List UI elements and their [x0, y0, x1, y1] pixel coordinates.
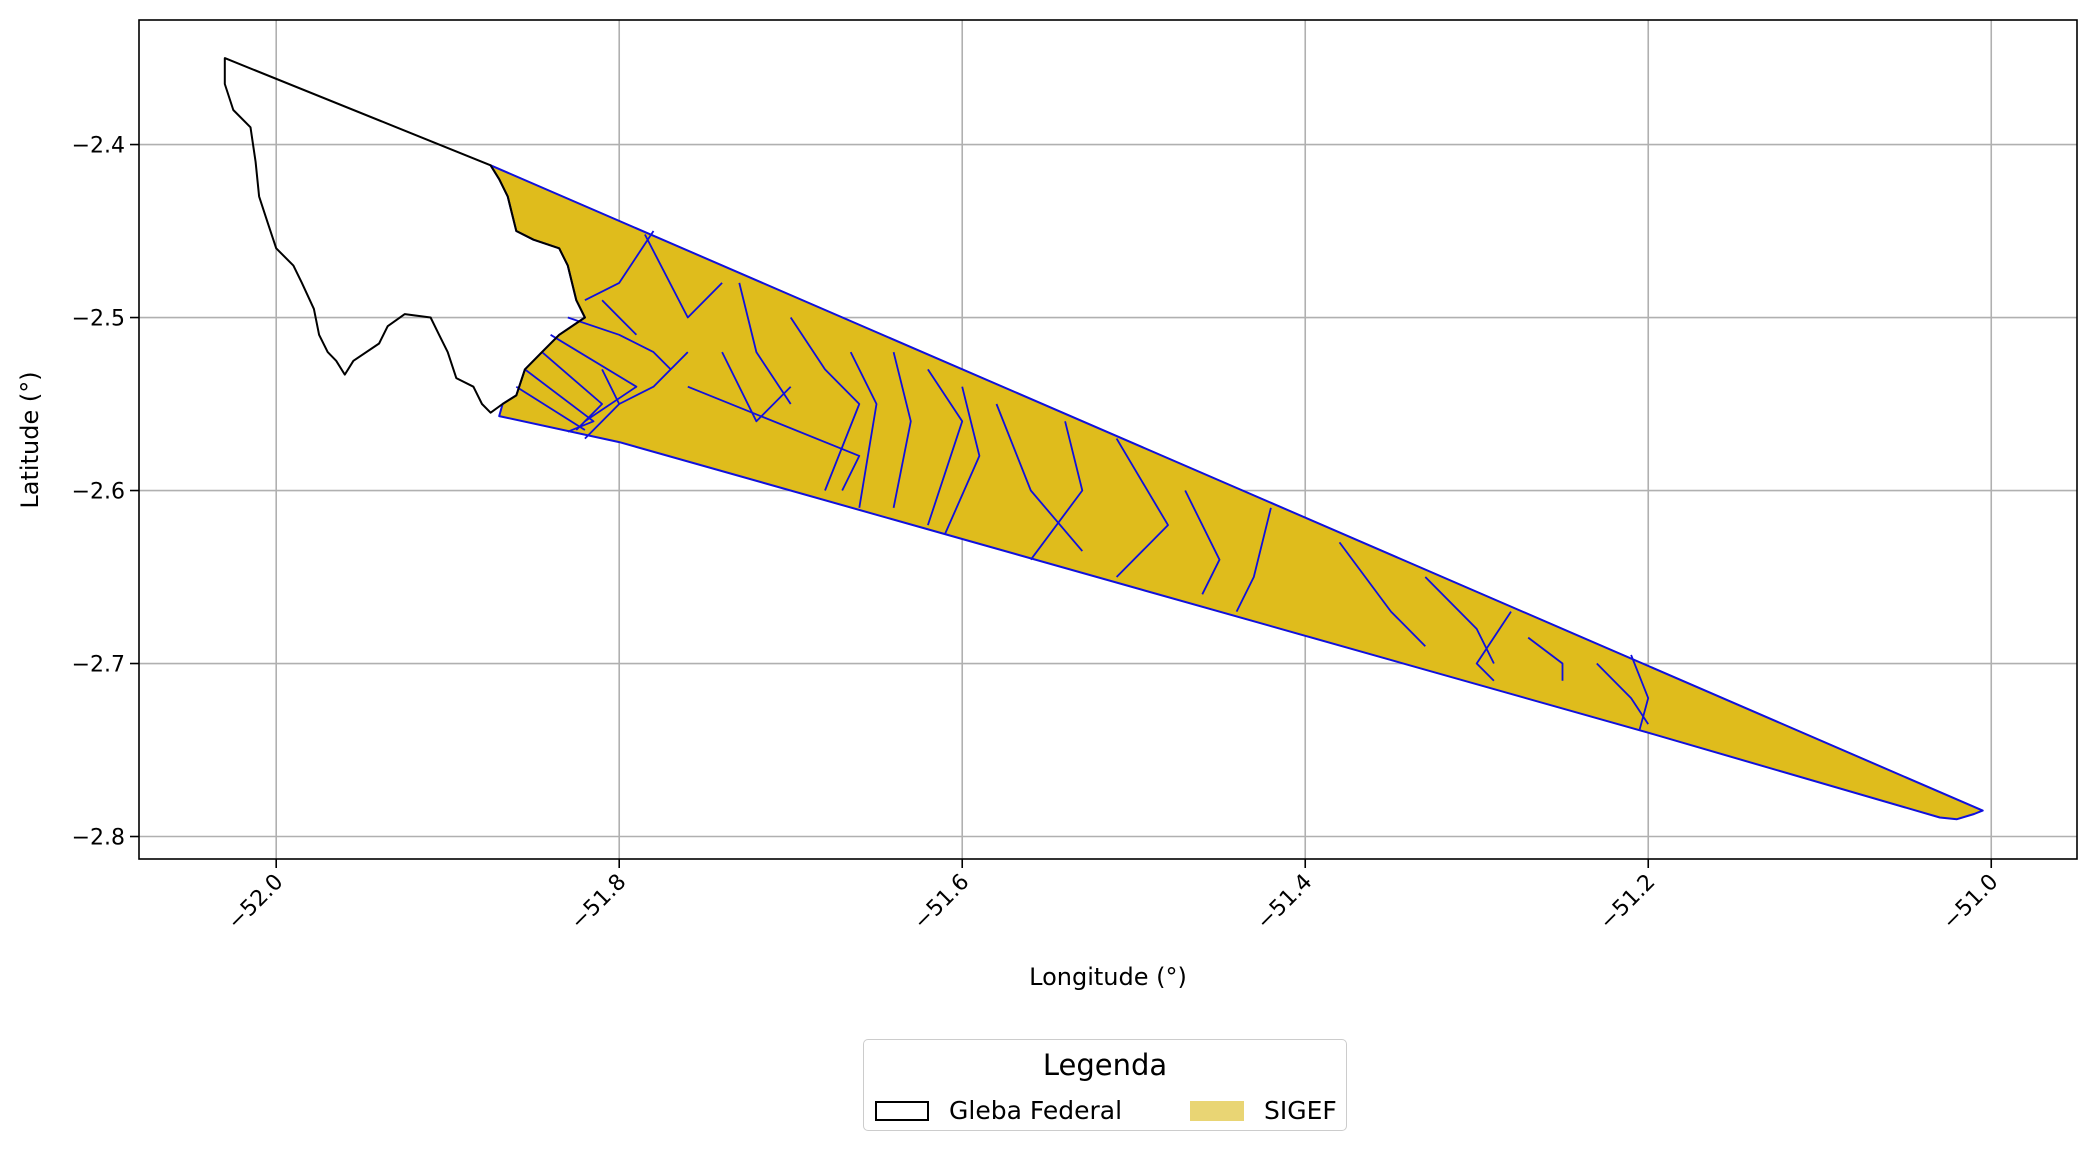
gleba-federal-layer	[223, 57, 586, 414]
legend-title: Legenda	[1042, 1048, 1168, 1082]
sigef-parcel-boundary-17	[944, 386, 981, 535]
sigef-area	[489, 164, 1984, 821]
legend: Legenda Gleba Federal SIGEF	[863, 1039, 1347, 1131]
y-axis-ticks: −2.4 −2.5 −2.6 −2.7 −2.8	[72, 134, 139, 851]
sigef-parcel-boundary-3	[567, 316, 672, 371]
plot-frame	[138, 19, 2078, 860]
x-tick-label-2: −51.6	[909, 870, 974, 935]
y-tick-label-0: −2.4	[72, 134, 125, 159]
sigef-parcel-boundary-24	[1424, 576, 1495, 664]
sigef-parcel-boundary-11	[721, 351, 792, 423]
sigef-parcel-boundary-9	[618, 351, 689, 405]
sigef-parcel-boundary-16	[927, 368, 964, 526]
sigef-parcel-boundary-4	[550, 334, 638, 423]
x-axis-label: Longitude (°)	[1029, 963, 1187, 991]
y-tick-label-3: −2.7	[72, 653, 125, 678]
sigef-parcel-boundary-23	[1338, 541, 1426, 647]
sigef-parcel-boundary-15	[892, 351, 912, 508]
gleba-federal-outline	[223, 57, 586, 414]
y-axis-label: Latitude (°)	[16, 371, 44, 508]
sigef-parcel-boundary-5	[541, 351, 603, 431]
sigef-parcel-boundary-26	[1527, 636, 1564, 681]
sigef-parcel-boundary-1	[644, 234, 723, 319]
sigef-parcel-boundary-7	[515, 385, 586, 431]
sigef-parcel-boundary-13	[789, 317, 861, 491]
sigef-parcel-boundary-28	[1630, 654, 1650, 730]
sigef-parcel-boundary-18	[995, 403, 1083, 552]
x-tick-label-4: −51.2	[1595, 870, 1660, 935]
x-tick-label-0: −52.0	[223, 870, 288, 935]
sigef-parcel-boundary-19	[1030, 421, 1084, 561]
sigef-parcel-boundary-22	[1235, 507, 1272, 613]
sigef-parcel-boundary-20	[1115, 438, 1169, 578]
legend-label-gleba-federal: Gleba Federal	[949, 1096, 1123, 1125]
sigef-parcel-boundary-0	[584, 230, 655, 302]
sigef-parcel-boundary-14	[849, 351, 878, 508]
y-tick-label-1: −2.5	[72, 307, 125, 332]
legend-swatch-sigef	[1190, 1100, 1244, 1121]
sigef-parcel-boundary-10	[687, 385, 861, 491]
x-tick-label-1: −51.8	[566, 870, 631, 935]
legend-item-gleba-federal: Gleba Federal	[875, 1096, 1122, 1125]
y-tick-label-4: −2.8	[72, 826, 125, 851]
x-tick-label-3: −51.4	[1252, 870, 1317, 935]
sigef-parcel-boundary-27	[1596, 662, 1649, 725]
x-tick-label-5: −51.0	[1938, 870, 2003, 935]
sigef-parcel-boundary-25	[1475, 611, 1512, 682]
legend-swatch-gleba-federal	[875, 1100, 929, 1121]
x-axis-ticks: −52.0 −51.8 −51.6 −51.4 −51.2 −51.0	[223, 859, 2003, 935]
sigef-parcel-boundary-2	[601, 299, 638, 336]
y-tick-label-2: −2.6	[72, 480, 125, 505]
sigef-parcel-boundary-12	[738, 282, 792, 405]
sigef-parcel-boundary-21	[1184, 490, 1221, 595]
sigef-layer	[489, 164, 1984, 821]
legend-item-sigef: SIGEF	[1190, 1096, 1337, 1125]
legend-label-sigef: SIGEF	[1264, 1096, 1337, 1125]
sigef-parcel-boundary-6	[524, 368, 595, 433]
